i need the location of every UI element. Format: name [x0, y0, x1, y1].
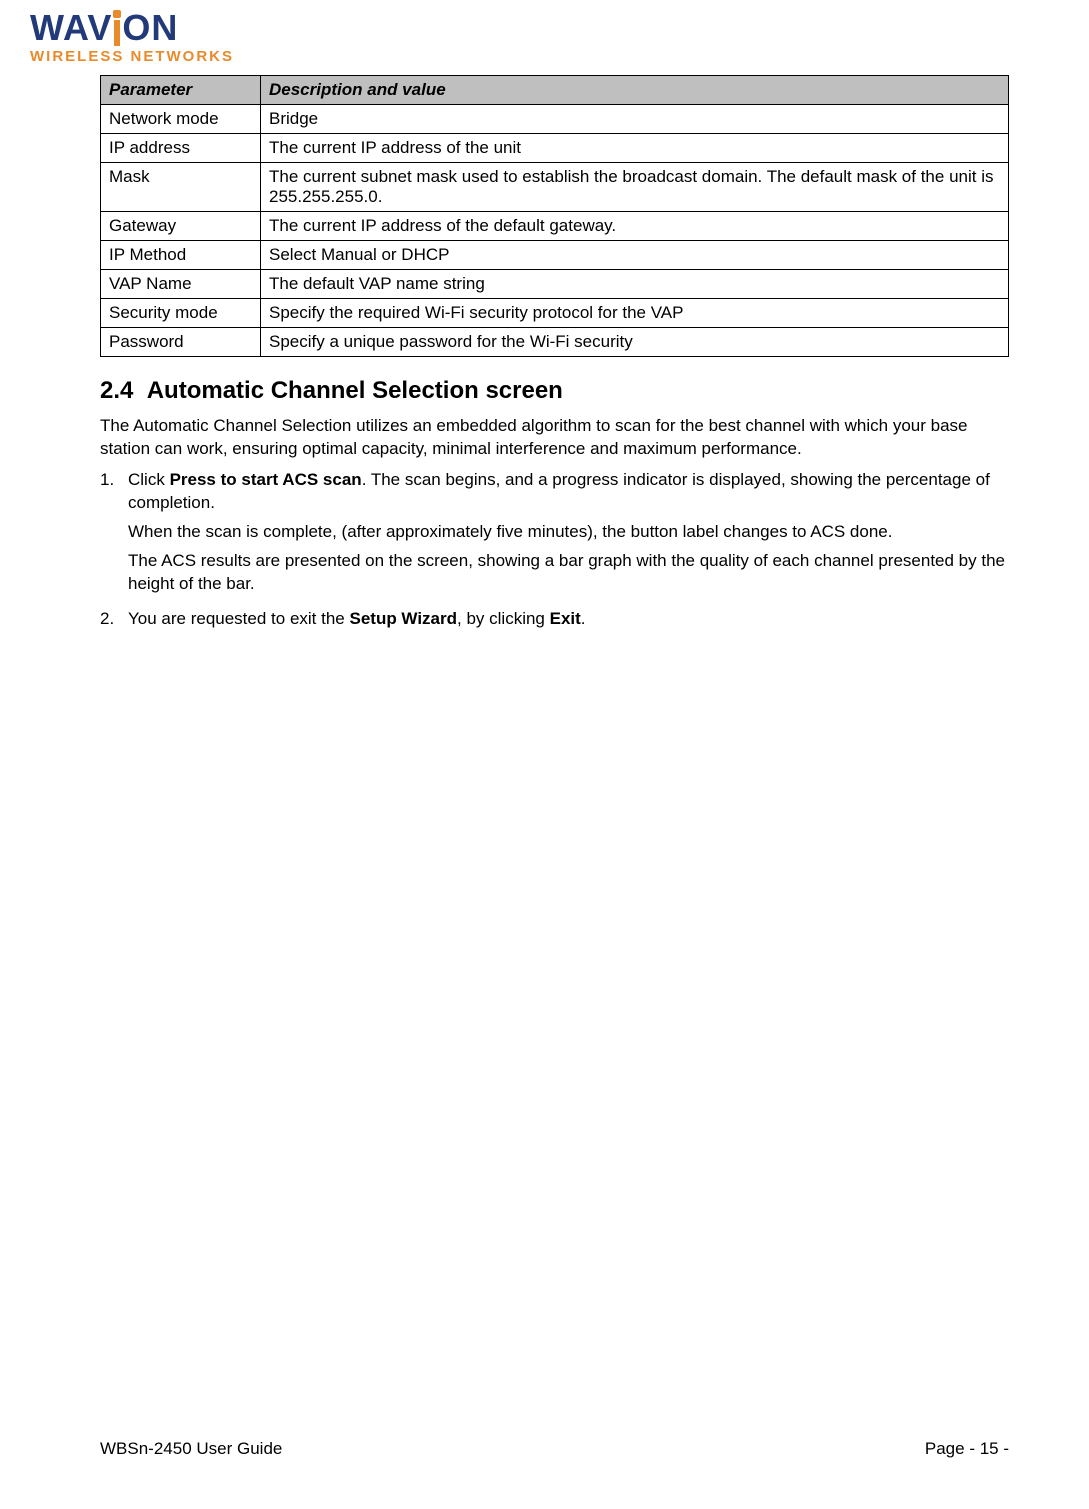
cell-param: Mask: [101, 163, 261, 212]
cell-desc: Bridge: [261, 105, 1009, 134]
step-number: 2.: [100, 608, 128, 637]
step-body: You are requested to exit the Setup Wiza…: [128, 608, 1009, 637]
page-content: Parameter Description and value Network …: [60, 75, 1029, 637]
list-item: 2. You are requested to exit the Setup W…: [100, 608, 1009, 637]
document-page: WAV ON WIRELESS NETWORKS Parameter Descr…: [0, 0, 1089, 1509]
steps-list: 1. Click Press to start ACS scan. The sc…: [100, 469, 1009, 637]
col-header-description: Description and value: [261, 76, 1009, 105]
table-row: Gateway The current IP address of the de…: [101, 212, 1009, 241]
cell-param: Gateway: [101, 212, 261, 241]
section-intro: The Automatic Channel Selection utilizes…: [100, 415, 1009, 461]
brand-i-icon: [113, 10, 121, 46]
cell-param: Security mode: [101, 299, 261, 328]
section-title: Automatic Channel Selection screen: [147, 377, 563, 404]
step-number: 1.: [100, 469, 128, 602]
list-item: 1. Click Press to start ACS scan. The sc…: [100, 469, 1009, 602]
col-header-parameter: Parameter: [101, 76, 261, 105]
parameters-table: Parameter Description and value Network …: [100, 75, 1009, 357]
table-row: Network mode Bridge: [101, 105, 1009, 134]
step-paragraph: When the scan is complete, (after approx…: [128, 521, 1009, 544]
table-row: IP Method Select Manual or DHCP: [101, 241, 1009, 270]
cell-desc: The current IP address of the default ga…: [261, 212, 1009, 241]
cell-param: Network mode: [101, 105, 261, 134]
cell-desc: The default VAP name string: [261, 270, 1009, 299]
footer-doc-title: WBSn-2450 User Guide: [100, 1439, 282, 1459]
cell-param: Password: [101, 328, 261, 357]
cell-desc: The current subnet mask used to establis…: [261, 163, 1009, 212]
footer-page-number: Page - 15 -: [925, 1439, 1009, 1459]
step-paragraph: You are requested to exit the Setup Wiza…: [128, 608, 1009, 631]
cell-desc: Specify the required Wi-Fi security prot…: [261, 299, 1009, 328]
brand-subtitle: WIRELESS NETWORKS: [30, 48, 1029, 65]
step-body: Click Press to start ACS scan. The scan …: [128, 469, 1009, 602]
cell-param: IP Method: [101, 241, 261, 270]
cell-desc: Select Manual or DHCP: [261, 241, 1009, 270]
table-row: Mask The current subnet mask used to est…: [101, 163, 1009, 212]
page-footer: WBSn-2450 User Guide Page - 15 -: [100, 1439, 1009, 1459]
step-paragraph: Click Press to start ACS scan. The scan …: [128, 469, 1009, 515]
section-number: 2.4: [100, 377, 133, 404]
cell-desc: The current IP address of the unit: [261, 134, 1009, 163]
cell-desc: Specify a unique password for the Wi-Fi …: [261, 328, 1009, 357]
brand-logo: WAV ON WIRELESS NETWORKS: [30, 10, 1029, 65]
brand-text-left: WAV: [30, 10, 112, 46]
table-row: IP address The current IP address of the…: [101, 134, 1009, 163]
cell-param: IP address: [101, 134, 261, 163]
table-header-row: Parameter Description and value: [101, 76, 1009, 105]
table-row: Security mode Specify the required Wi-Fi…: [101, 299, 1009, 328]
section-heading: 2.4 Automatic Channel Selection screen: [100, 377, 1009, 405]
brand-wordmark: WAV ON: [30, 10, 1029, 46]
table-row: VAP Name The default VAP name string: [101, 270, 1009, 299]
cell-param: VAP Name: [101, 270, 261, 299]
step-paragraph: The ACS results are presented on the scr…: [128, 550, 1009, 596]
table-row: Password Specify a unique password for t…: [101, 328, 1009, 357]
brand-text-right: ON: [122, 10, 178, 46]
